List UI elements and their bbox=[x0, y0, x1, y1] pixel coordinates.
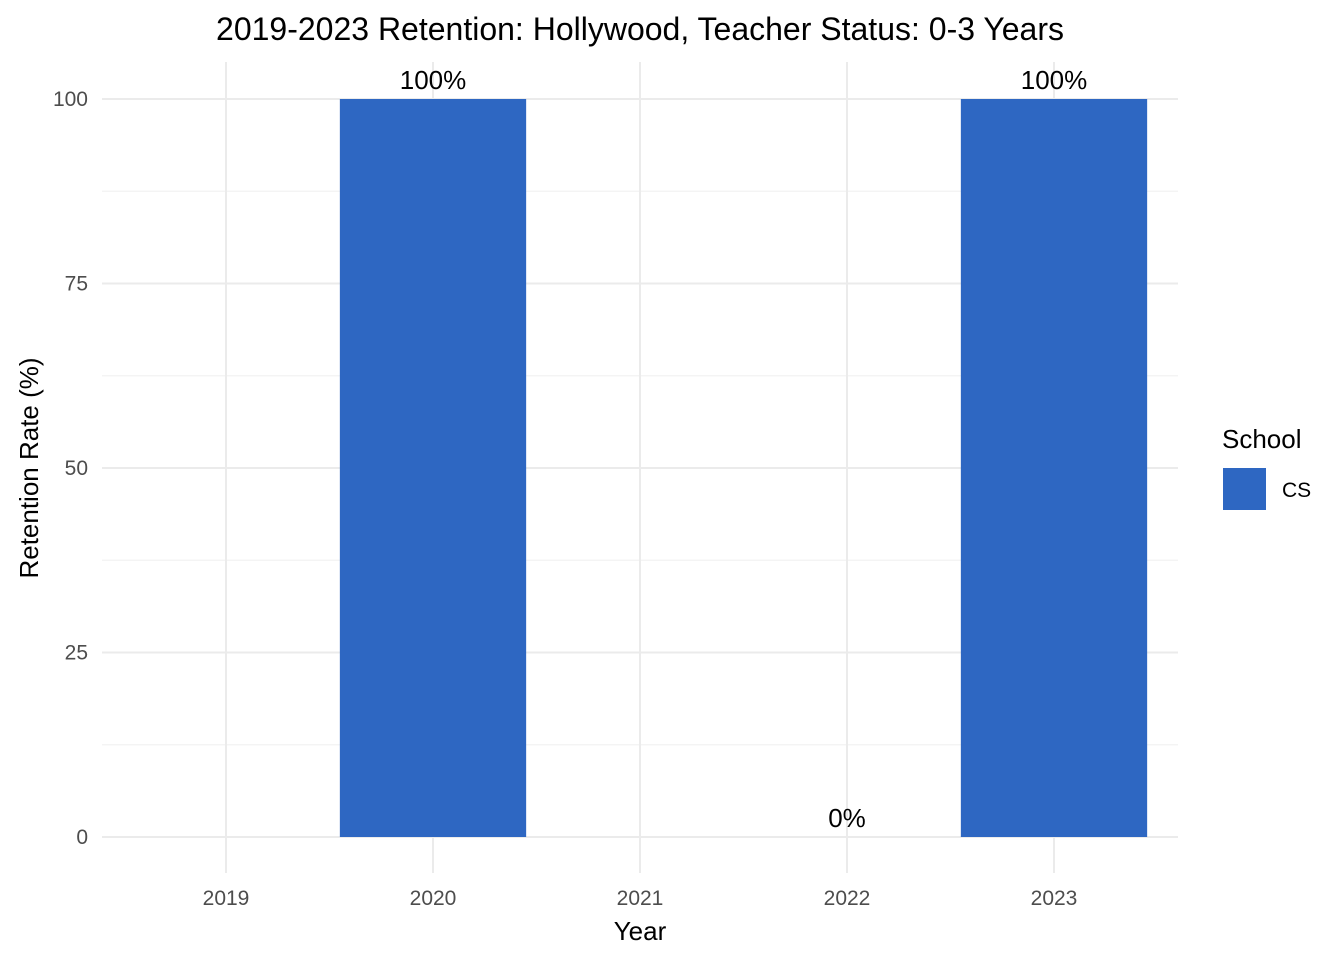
legend: School CS bbox=[1222, 424, 1311, 510]
data-label-2022: 0% bbox=[828, 803, 866, 833]
y-axis-title: Retention Rate (%) bbox=[14, 357, 44, 578]
x-tick-label: 2023 bbox=[1031, 887, 1078, 910]
bar-2023 bbox=[960, 99, 1148, 837]
bar-2020 bbox=[339, 99, 527, 837]
legend-entries: CS bbox=[1223, 468, 1311, 510]
x-axis-title: Year bbox=[614, 916, 667, 946]
x-tick-label: 2020 bbox=[410, 887, 457, 910]
legend-title: School bbox=[1222, 424, 1302, 454]
x-tick-label: 2022 bbox=[824, 887, 871, 910]
y-tick-label: 25 bbox=[65, 642, 88, 665]
legend-label-CS: CS bbox=[1282, 479, 1311, 502]
y-tick-label: 75 bbox=[65, 273, 88, 296]
chart-title: 2019-2023 Retention: Hollywood, Teacher … bbox=[216, 11, 1064, 47]
data-label-2023: 100% bbox=[1021, 65, 1088, 95]
y-tick-label: 100 bbox=[53, 88, 88, 111]
y-tick-label: 50 bbox=[65, 457, 88, 480]
y-tick-label: 0 bbox=[76, 826, 88, 849]
x-tick-label: 2021 bbox=[617, 887, 664, 910]
axis-ticks: 0 25 50 75 100 2019 2020 2021 2022 2023 bbox=[53, 88, 1077, 910]
x-tick-label: 2019 bbox=[203, 887, 250, 910]
data-labels: 100% 0% 100% bbox=[400, 65, 1088, 833]
data-label-2020: 100% bbox=[400, 65, 467, 95]
bars bbox=[339, 99, 1148, 837]
legend-swatch-CS bbox=[1223, 468, 1266, 510]
